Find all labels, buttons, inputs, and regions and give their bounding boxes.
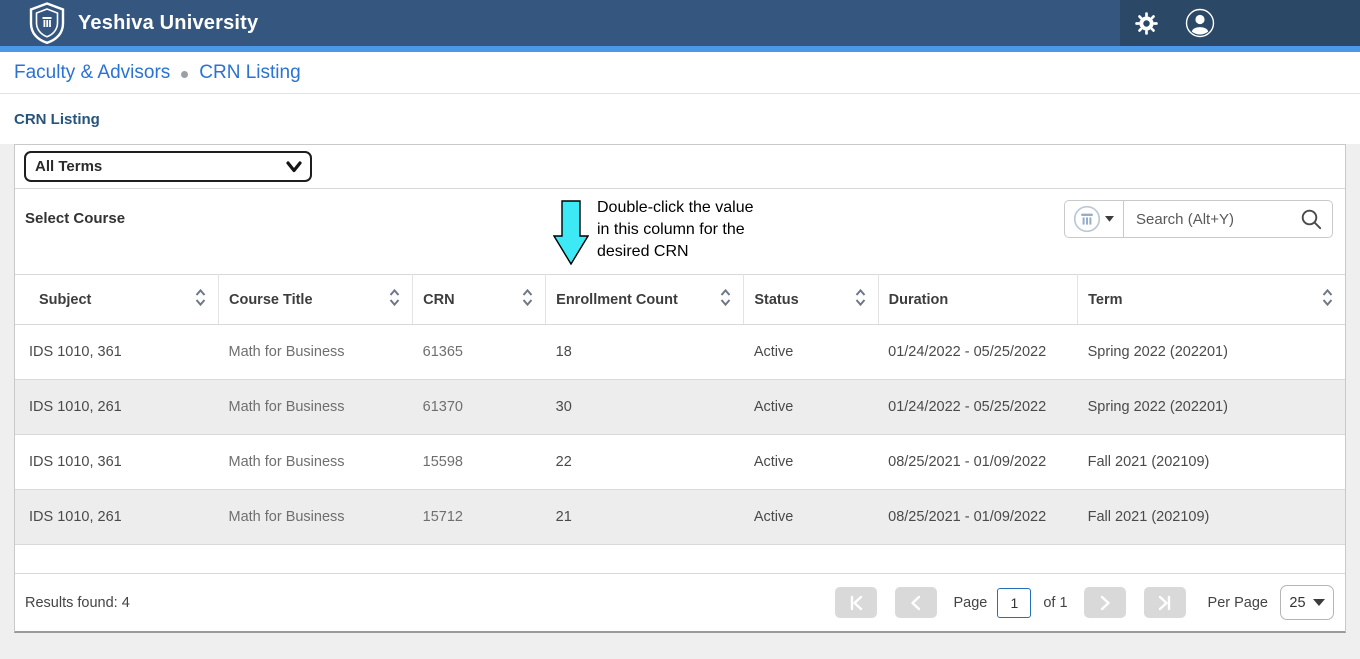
previous-page-button[interactable]	[895, 587, 938, 618]
user-profile-button[interactable]	[1185, 8, 1215, 38]
breadcrumb-faculty-advisors[interactable]: Faculty & Advisors	[14, 62, 171, 83]
page-background	[0, 633, 1360, 659]
search-cluster	[1064, 200, 1333, 238]
sort-icon[interactable]	[389, 287, 400, 312]
next-page-button[interactable]	[1083, 587, 1126, 618]
first-page-icon	[845, 593, 867, 613]
chevron-right-icon	[1094, 593, 1116, 613]
annotation-line-2: in this column for the	[597, 221, 745, 238]
annotation-text: Double-click the value in this column fo…	[597, 197, 754, 263]
user-avatar-icon	[1185, 8, 1215, 38]
yeshiva-shield-logo-icon	[28, 2, 66, 44]
cell-subject[interactable]: IDS 1010, 361	[15, 434, 219, 490]
cell-term[interactable]: Spring 2022 (202201)	[1077, 379, 1345, 435]
cell-term[interactable]: Spring 2022 (202201)	[1077, 324, 1345, 380]
cell-enrollment-count[interactable]: 22	[545, 434, 744, 490]
select-course-toolbar: Select Course Double-click the value in …	[15, 189, 1345, 274]
annotation-line-1: Double-click the value	[597, 199, 754, 216]
cell-status[interactable]: Active	[743, 324, 879, 380]
page-title: CRN Listing	[14, 111, 100, 128]
table-row[interactable]: IDS 1010, 261 Math for Business 15712 21…	[15, 489, 1345, 545]
brand-name: Yeshiva University	[78, 11, 259, 34]
sort-icon[interactable]	[720, 287, 731, 312]
cell-enrollment-count[interactable]: 30	[545, 379, 744, 435]
page-title-bar: CRN Listing	[0, 94, 1360, 144]
crn-listing-panel: All Terms Select Course Double-click the…	[14, 144, 1346, 633]
brand[interactable]: Yeshiva University	[28, 2, 258, 44]
sort-icon[interactable]	[522, 287, 533, 312]
cell-duration[interactable]: 08/25/2021 - 01/09/2022	[878, 434, 1078, 490]
annotation-down-arrow-icon	[552, 200, 590, 271]
cell-status[interactable]: Active	[743, 379, 879, 435]
cell-duration[interactable]: 01/24/2022 - 05/25/2022	[878, 379, 1078, 435]
caret-down-icon	[1312, 599, 1325, 606]
page-number-input[interactable]	[997, 587, 1032, 618]
per-page-select[interactable]: 25	[1280, 585, 1334, 620]
filter-columns-button[interactable]	[1064, 200, 1123, 238]
results-count: Results found: 4	[25, 594, 130, 611]
cell-term[interactable]: Fall 2021 (202109)	[1077, 434, 1345, 490]
cell-crn[interactable]: 61370	[412, 379, 546, 435]
breadcrumb-crn-listing[interactable]: CRN Listing	[199, 62, 301, 83]
select-course-label: Select Course	[25, 210, 126, 227]
sort-icon[interactable]	[1322, 287, 1333, 312]
table-row[interactable]: IDS 1010, 361 Math for Business 61365 18…	[15, 324, 1345, 380]
cell-course-title[interactable]: Math for Business	[218, 379, 413, 435]
column-header-status[interactable]: Status	[743, 274, 879, 325]
cell-course-title[interactable]: Math for Business	[218, 489, 413, 545]
sort-icon[interactable]	[855, 287, 866, 312]
sort-icon[interactable]	[195, 287, 206, 312]
crn-table: Subject Course Title CRN Enrollment Coun…	[15, 274, 1345, 545]
cell-crn[interactable]: 15712	[412, 489, 546, 545]
column-header-course-title[interactable]: Course Title	[218, 274, 414, 325]
column-header-duration[interactable]: Duration	[878, 274, 1079, 325]
pagination: Page of 1 Per Page 25	[835, 585, 1334, 620]
cell-term[interactable]: Fall 2021 (202109)	[1077, 489, 1345, 545]
cell-enrollment-count[interactable]: 21	[545, 489, 744, 545]
cell-status[interactable]: Active	[743, 434, 879, 490]
cell-course-title[interactable]: Math for Business	[218, 324, 413, 380]
last-page-button[interactable]	[1143, 587, 1186, 618]
filter-columns-icon	[1072, 205, 1116, 233]
cell-crn[interactable]: 15598	[412, 434, 546, 490]
cell-status[interactable]: Active	[743, 489, 879, 545]
column-header-term[interactable]: Term	[1077, 274, 1345, 325]
cell-subject[interactable]: IDS 1010, 261	[15, 379, 219, 435]
top-navbar: Yeshiva University	[0, 0, 1360, 46]
table-empty-space	[15, 545, 1345, 573]
accent-strip	[0, 46, 1360, 52]
page-of-label: of 1	[1043, 594, 1068, 611]
breadcrumb-separator-dot	[181, 70, 189, 78]
search-input[interactable]	[1123, 200, 1333, 238]
annotation-line-3: desired CRN	[597, 243, 689, 260]
settings-gear-button[interactable]	[1134, 11, 1159, 36]
cell-enrollment-count[interactable]: 18	[545, 324, 744, 380]
table-row[interactable]: IDS 1010, 361 Math for Business 15598 22…	[15, 434, 1345, 490]
last-page-icon	[1154, 593, 1176, 613]
per-page-value: 25	[1289, 594, 1306, 611]
breadcrumb: Faculty & Advisors CRN Listing	[0, 52, 1360, 94]
terms-select[interactable]: All Terms	[24, 151, 312, 182]
navbar-utility-area	[1120, 0, 1360, 46]
term-filter-row: All Terms	[15, 145, 1345, 189]
table-footer: Results found: 4 Page of 1	[15, 573, 1345, 631]
cell-duration[interactable]: 01/24/2022 - 05/25/2022	[878, 324, 1078, 380]
page-label: Page	[953, 594, 988, 611]
column-header-enrollment-count[interactable]: Enrollment Count	[545, 274, 745, 325]
cell-course-title[interactable]: Math for Business	[218, 434, 413, 490]
column-header-subject[interactable]: Subject	[15, 274, 219, 325]
table-header-row: Subject Course Title CRN Enrollment Coun…	[15, 274, 1345, 325]
cell-crn[interactable]: 61365	[412, 324, 546, 380]
first-page-button[interactable]	[835, 587, 878, 618]
gear-icon	[1134, 11, 1159, 36]
chevron-left-icon	[905, 593, 927, 613]
per-page-label: Per Page	[1207, 594, 1268, 611]
cell-subject[interactable]: IDS 1010, 361	[15, 324, 219, 380]
table-row[interactable]: IDS 1010, 261 Math for Business 61370 30…	[15, 379, 1345, 435]
column-header-crn[interactable]: CRN	[412, 274, 547, 325]
cell-subject[interactable]: IDS 1010, 261	[15, 489, 219, 545]
cell-duration[interactable]: 08/25/2021 - 01/09/2022	[878, 489, 1078, 545]
